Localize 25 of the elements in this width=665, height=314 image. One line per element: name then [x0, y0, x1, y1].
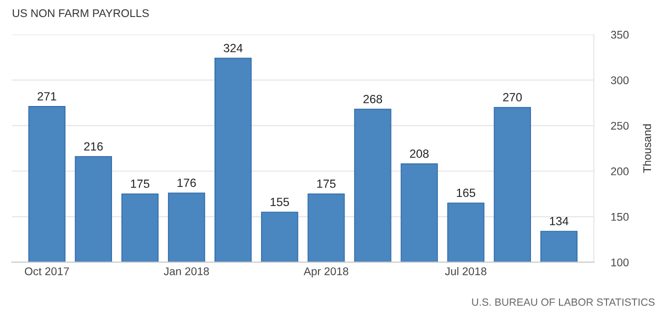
x-tick-label: Oct 2017 — [24, 267, 69, 276]
data-label: 175 — [317, 180, 336, 188]
data-label: 165 — [456, 188, 476, 198]
data-label: 271 — [38, 92, 56, 100]
y-tick-label: 350 — [610, 30, 629, 39]
data-label: 175 — [131, 180, 150, 188]
data-label: 155 — [270, 198, 289, 206]
chart-title: US NON FARM PAYROLLS — [12, 9, 149, 18]
y-axis-title: Thousand — [642, 124, 652, 173]
x-tick-label: Jul 2018 — [445, 267, 486, 276]
text: U.S. BUREAU OF LABOR STATISTICS — [472, 298, 655, 306]
x-tick-label: Jan 2018 — [164, 267, 209, 276]
data-label: 324 — [224, 44, 243, 52]
y-tick-label: 200 — [611, 167, 629, 176]
y-tick-label: 250 — [611, 122, 629, 130]
data-label: 270 — [503, 93, 522, 102]
data-label: 134 — [550, 216, 568, 226]
y-tick-label: 300 — [610, 76, 629, 84]
data-label: 208 — [410, 150, 429, 158]
y-tick-label: 100 — [611, 258, 629, 266]
y-tick-label: 150 — [611, 212, 629, 221]
data-label: 268 — [363, 94, 382, 104]
x-tick-label: Apr 2018 — [304, 267, 348, 278]
data-label: 216 — [84, 142, 103, 151]
data-label: 176 — [178, 178, 196, 188]
